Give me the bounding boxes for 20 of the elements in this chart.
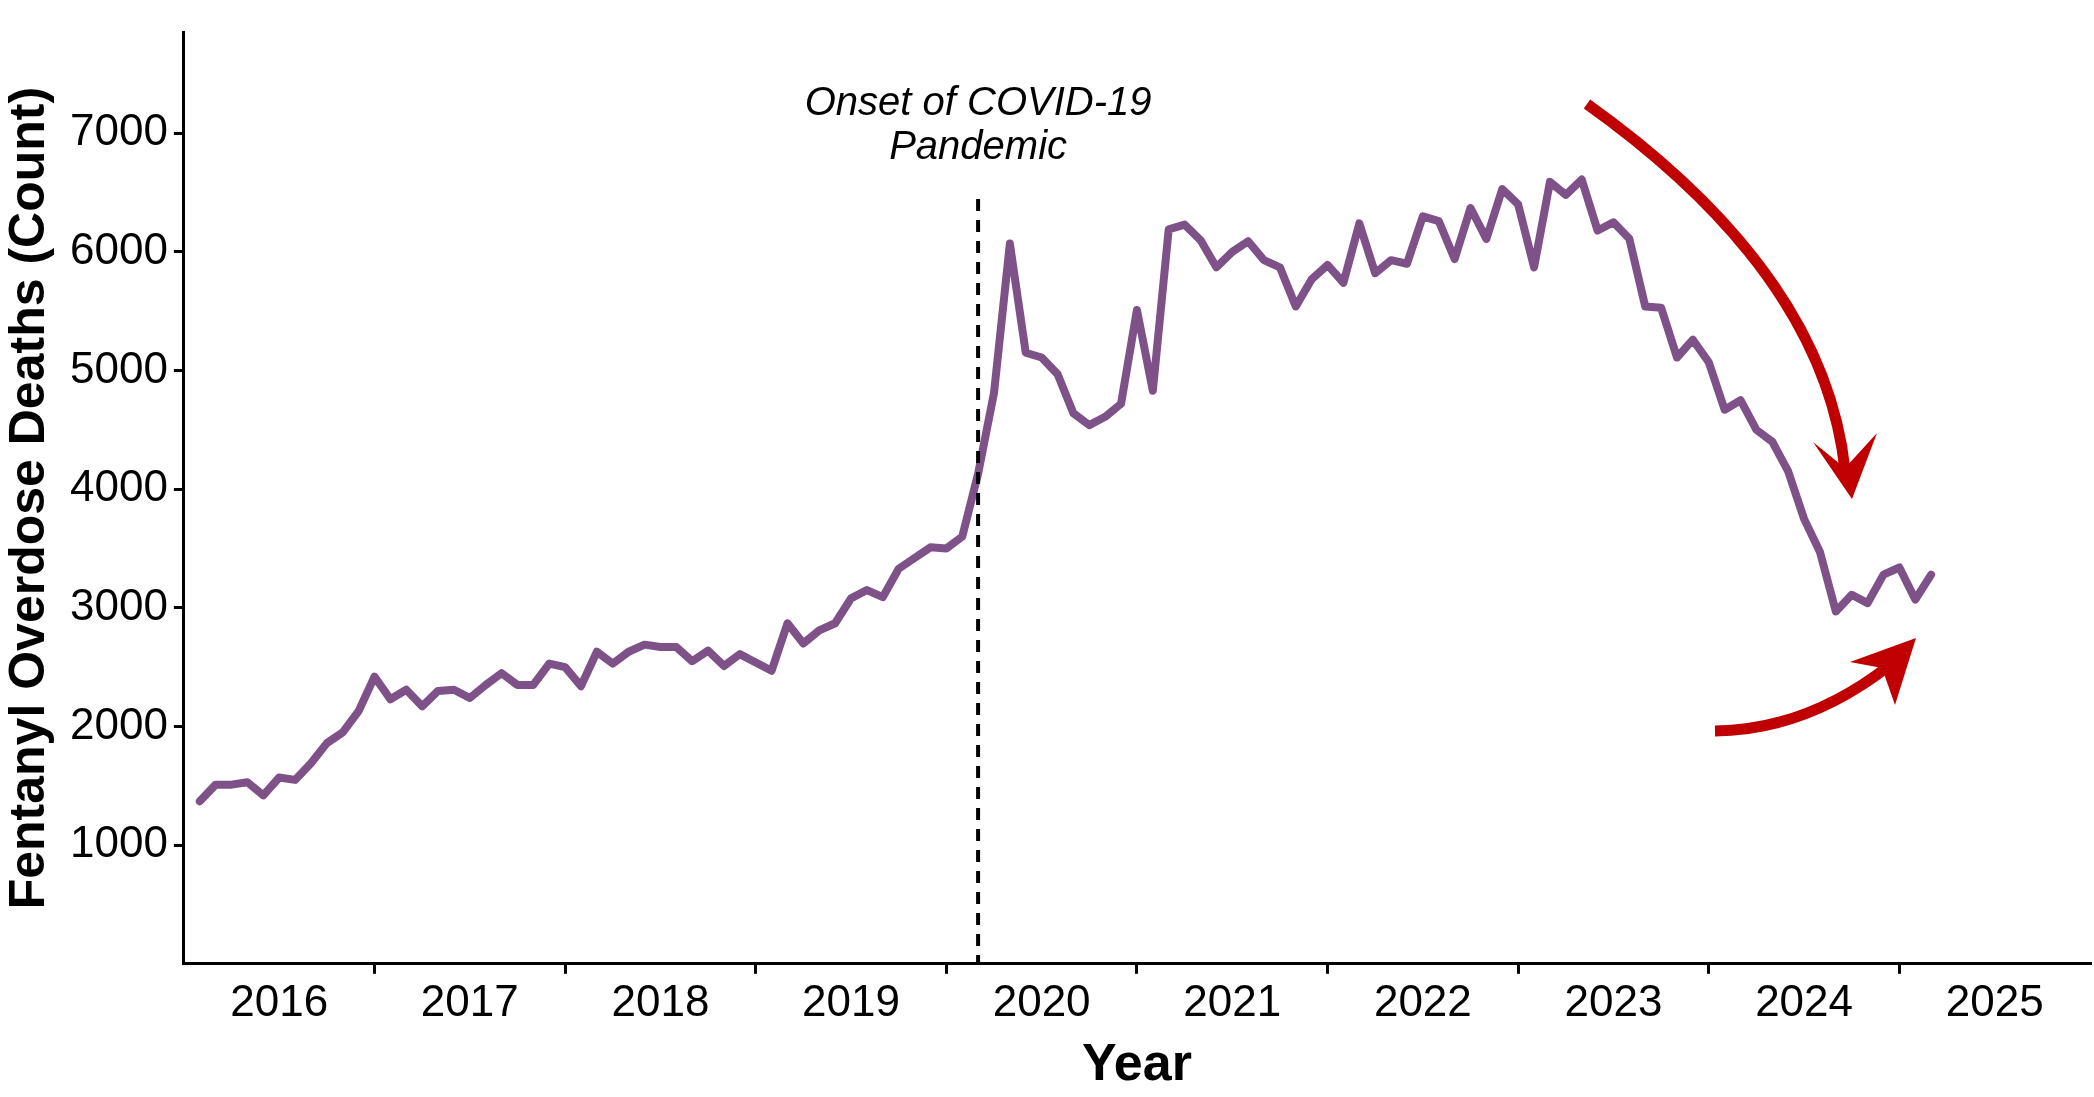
x-tick-label: 2017 <box>420 976 519 1026</box>
y-tick-label: 4000 <box>69 461 168 511</box>
y-axis-title: Fentanyl Overdose Deaths (Count) <box>0 86 55 910</box>
x-tick-label: 2025 <box>1945 976 2044 1026</box>
y-tick-label: 2000 <box>69 698 168 748</box>
x-tick-label: 2016 <box>230 976 329 1026</box>
x-tick-label: 2020 <box>992 976 1091 1026</box>
x-tick-label: 2023 <box>1564 976 1663 1026</box>
y-tick-label: 5000 <box>69 342 168 392</box>
x-tick-label: 2018 <box>611 976 710 1026</box>
y-tick-label: 3000 <box>69 579 168 629</box>
ref-line-label: Onset of COVID-19 Pandemic <box>804 79 1152 167</box>
x-tick-label: 2021 <box>1183 976 1282 1026</box>
x-tick-label: 2019 <box>802 976 900 1026</box>
y-tick-label: 7000 <box>69 105 168 155</box>
x-axis-title: Year <box>1082 1033 1192 1092</box>
x-tick-label: 2022 <box>1373 976 1472 1026</box>
y-tick-label: 6000 <box>69 224 168 274</box>
y-tick-label: 1000 <box>69 817 168 867</box>
x-tick-label: 2024 <box>1755 976 1854 1026</box>
